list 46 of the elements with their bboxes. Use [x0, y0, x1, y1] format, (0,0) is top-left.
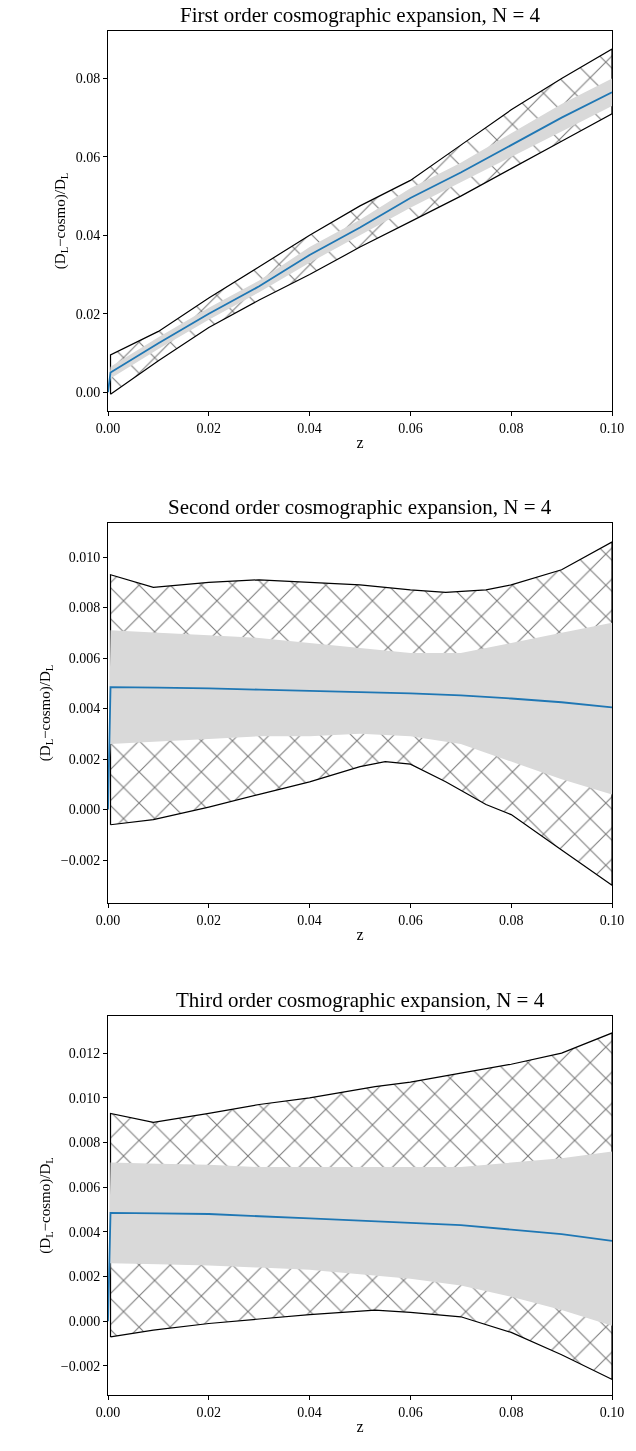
- y-tick-label: 0.006: [68, 650, 101, 666]
- x-tick-label: 0.08: [498, 420, 524, 436]
- y-tick-label: 0.010: [68, 1090, 101, 1106]
- y-tick-label: 0.008: [68, 600, 101, 616]
- x-tick-label: 0.10: [599, 912, 625, 928]
- x-tick-label: 0.00: [95, 1404, 121, 1420]
- x-tick-label: 0.00: [95, 420, 121, 436]
- x-axis-title: z: [356, 1418, 364, 1436]
- y-tick-label: −0.002: [60, 852, 101, 868]
- chart-title: Second order cosmographic expansion, N = 4: [168, 495, 552, 519]
- x-tick-label: 0.06: [398, 420, 423, 436]
- x-tick-label: 0.00: [95, 912, 121, 928]
- y-tick-label: 0.004: [68, 701, 101, 717]
- x-tick-label: 0.04: [297, 912, 322, 928]
- y-tick-label: 0.04: [75, 228, 101, 244]
- y-tick-label: 0.02: [75, 306, 101, 322]
- y-tick-label: 0.08: [75, 71, 101, 87]
- x-tick-label: 0.10: [599, 420, 625, 436]
- y-tick-label: 0.000: [68, 1314, 101, 1330]
- y-tick-label: 0.012: [68, 1046, 101, 1061]
- x-tick-label: 0.02: [196, 420, 222, 436]
- y-tick-label: 0.00: [75, 385, 101, 401]
- y-tick-label: 0.008: [68, 1135, 101, 1151]
- y-tick-label: 0.004: [68, 1224, 101, 1240]
- line-series: [108, 1211, 612, 1323]
- x-tick-label: 0.08: [498, 1404, 524, 1420]
- x-tick-label: 0.02: [196, 1404, 222, 1420]
- x-tick-label: 0.06: [398, 912, 423, 928]
- x-axis-title: z: [356, 926, 364, 944]
- x-axis-title: z: [356, 434, 364, 452]
- y-tick-label: 0.002: [68, 1269, 101, 1285]
- y-tick-label: 0.06: [75, 149, 101, 165]
- x-tick-label: 0.02: [196, 912, 222, 928]
- y-tick-label: −0.002: [60, 1358, 101, 1374]
- y-tick-label: 0.002: [68, 751, 101, 767]
- x-tick-label: 0.08: [498, 912, 524, 928]
- y-tick-label: 0.010: [68, 549, 101, 565]
- x-tick-label: 0.06: [398, 1404, 423, 1420]
- line-series: [108, 686, 612, 811]
- x-tick-label: 0.04: [297, 420, 322, 436]
- chart-title: First order cosmographic expansion, N = 4: [180, 3, 541, 27]
- x-tick-label: 0.04: [297, 1404, 322, 1420]
- y-tick-label: 0.006: [68, 1180, 101, 1196]
- y-tick-label: 0.000: [68, 802, 101, 818]
- x-tick-label: 0.10: [599, 1404, 625, 1420]
- chart-title: Third order cosmographic expansion, N = 4: [176, 988, 545, 1012]
